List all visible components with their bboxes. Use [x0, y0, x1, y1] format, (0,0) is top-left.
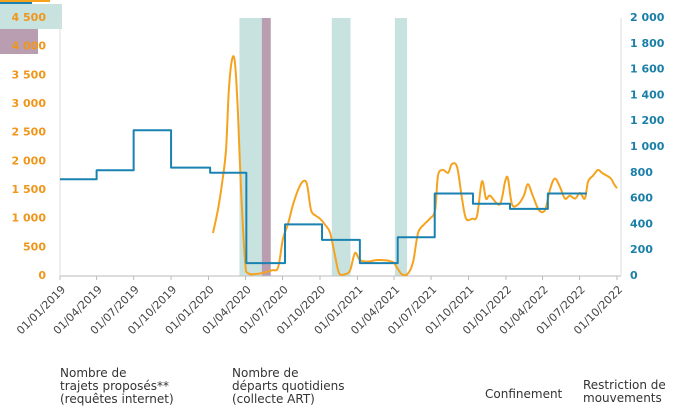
y2-tick-label: 0	[630, 269, 638, 282]
period-band	[331, 18, 351, 276]
y2-tick-label: 1 200	[630, 114, 665, 127]
y-tick-label: 0	[38, 269, 46, 282]
y-tick-label: 4 000	[12, 40, 47, 53]
y-tick-label: 1 500	[12, 183, 47, 196]
y2-tick-label: 600	[630, 192, 653, 205]
legend-swatch	[0, 2, 32, 4]
period-band	[261, 18, 271, 276]
y-tick-label: 3 000	[12, 97, 47, 110]
legend-label: Confinement	[485, 387, 563, 401]
y-tick-label: 2 000	[12, 154, 47, 167]
y2-tick-label: 400	[630, 217, 653, 230]
legend-label: Restriction de mouvements	[583, 378, 666, 405]
y2-tick-label: 1 600	[630, 63, 665, 76]
period-band	[239, 18, 262, 276]
y-tick-label: 3 500	[12, 68, 47, 81]
legend-swatch	[0, 0, 50, 2]
legend-swatch	[0, 4, 62, 29]
series-line	[60, 129, 587, 265]
y2-tick-label: 800	[630, 166, 653, 179]
y2-tick-label: 200	[630, 243, 653, 256]
y2-tick-label: 1 800	[630, 37, 665, 50]
period-band	[394, 18, 408, 276]
y-tick-label: 500	[23, 240, 46, 253]
y2-tick-label: 1 400	[630, 88, 665, 101]
legend-label: Nombre de trajets proposés** (requêtes i…	[60, 366, 174, 406]
legend-swatch	[0, 29, 38, 54]
y-tick-label: 2 500	[12, 126, 47, 139]
series-line	[212, 55, 618, 277]
y2-tick-label: 1 000	[630, 140, 665, 153]
y-tick-label: 1 000	[12, 212, 47, 225]
y2-tick-label: 2 000	[630, 11, 665, 24]
legend-label: Nombre de départs quotidiens (collecte A…	[232, 366, 345, 406]
y-tick-label: 4 500	[12, 11, 47, 24]
